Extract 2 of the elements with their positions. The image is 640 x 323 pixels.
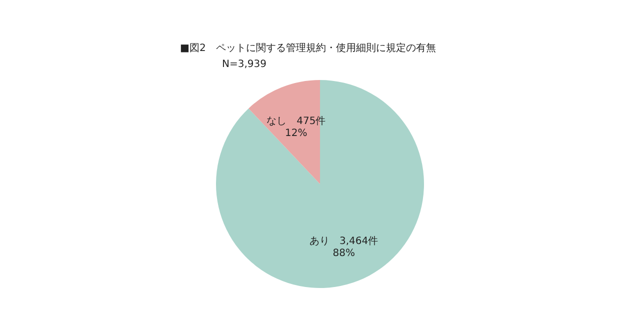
title: ■図2 ペットに関する管理規約・使用細則に規定の有無 [180, 43, 436, 54]
subtitle: N=3,939 [222, 59, 266, 70]
